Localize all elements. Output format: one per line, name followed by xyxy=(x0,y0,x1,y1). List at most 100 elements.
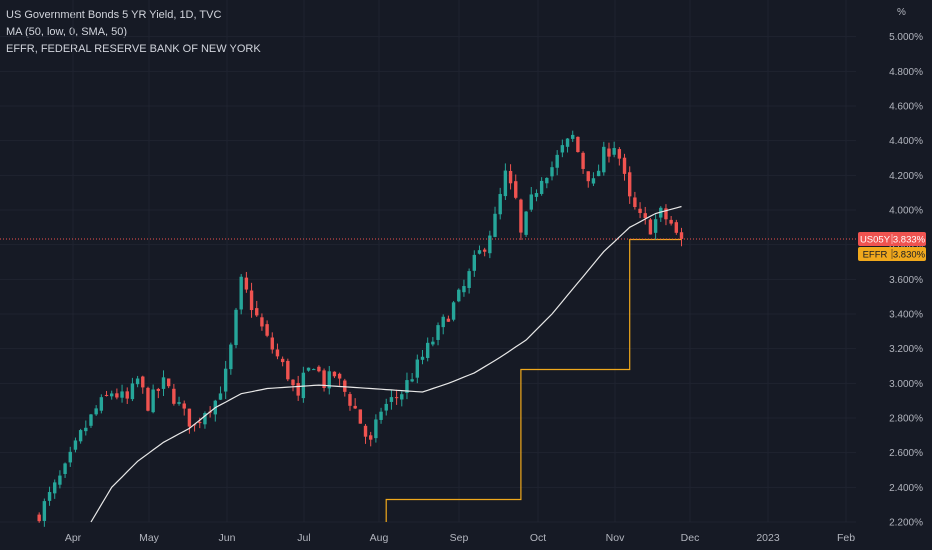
y-tick-label: 2.200% xyxy=(889,518,923,529)
candle-body xyxy=(317,366,321,372)
candle-body xyxy=(104,394,109,396)
candle-body xyxy=(607,148,611,157)
candle-body xyxy=(384,403,388,411)
effr-layer xyxy=(385,238,682,522)
candle-body xyxy=(353,405,357,409)
x-tick-label: Nov xyxy=(606,532,625,544)
price-tags: US05Y 3.833% EFFR 3.830% xyxy=(858,231,926,261)
candle-body xyxy=(177,402,181,404)
candle-body xyxy=(462,286,466,293)
candle-body xyxy=(643,213,647,219)
candle-body xyxy=(436,325,440,340)
candle-body xyxy=(115,393,119,398)
grid-layer xyxy=(0,0,856,523)
candle-body xyxy=(223,368,228,392)
candle-body xyxy=(586,171,590,182)
x-tick-label: May xyxy=(139,532,160,544)
price-tag-value: 3.833% xyxy=(893,234,926,245)
candle-body xyxy=(539,180,544,194)
candle-body xyxy=(265,324,269,336)
ma-line xyxy=(90,205,682,523)
x-tick-label: Oct xyxy=(530,532,546,544)
candle-body xyxy=(431,341,435,345)
candle-body xyxy=(151,389,155,413)
candle-body xyxy=(529,194,533,210)
candle-body xyxy=(244,277,249,290)
candle-body xyxy=(249,290,254,311)
candle-body xyxy=(389,397,394,402)
candle-body xyxy=(441,316,445,328)
candle-body xyxy=(327,371,331,389)
legend-effr[interactable]: EFFR, FEDERAL RESERVE BANK OF NEW YORK xyxy=(6,43,261,55)
candle-body xyxy=(84,427,88,432)
legend-ma[interactable]: MA (50, low, 0, SMA, 50) xyxy=(6,26,128,38)
candle-body xyxy=(369,435,373,440)
candle-body xyxy=(571,134,575,139)
candle-body xyxy=(312,369,316,371)
candle-body xyxy=(166,378,171,387)
price-tag-name: US05Y xyxy=(860,234,891,245)
candle-body xyxy=(301,372,306,399)
candle-body xyxy=(291,379,295,386)
candle-body xyxy=(498,194,502,215)
candle-body xyxy=(472,254,476,271)
candle-body xyxy=(596,170,601,177)
candle-body xyxy=(446,318,451,322)
candle-body xyxy=(628,172,632,197)
candle-body xyxy=(410,379,414,382)
candle-body xyxy=(565,138,570,147)
candle-body xyxy=(451,302,456,320)
candle-body xyxy=(550,167,554,177)
price-tag-value: 3.830% xyxy=(893,249,926,260)
y-axis[interactable]: % 5.000% 4.800% 4.600% 4.400% 4.200% 4.000% 3.8… xyxy=(889,7,923,529)
candle-body xyxy=(348,394,352,406)
candle-body xyxy=(374,419,378,439)
candle-body xyxy=(394,397,399,399)
candle-body xyxy=(664,208,668,220)
candle-body xyxy=(622,157,627,174)
candle-body xyxy=(99,397,104,411)
candle-body xyxy=(234,309,238,346)
candle-body xyxy=(379,411,383,420)
y-tick-label: 4.800% xyxy=(889,67,923,78)
candle-body xyxy=(425,342,430,358)
effr-line xyxy=(385,238,682,522)
candle-body xyxy=(591,178,596,184)
legend-title[interactable]: US Government Bonds 5 YR Yield, 1D, TVC xyxy=(6,9,222,21)
candle-body xyxy=(270,337,274,350)
candle-body xyxy=(358,409,363,424)
y-tick-label: 4.000% xyxy=(889,206,923,217)
candle-body xyxy=(581,152,585,169)
x-axis[interactable]: Apr May Jun Jul Aug Sep Oct Nov Dec 2023 Feb xyxy=(65,532,855,544)
candle-body xyxy=(363,425,368,437)
candle-body xyxy=(524,211,528,235)
y-tick-label: 2.800% xyxy=(889,414,923,425)
candle-body xyxy=(37,514,41,522)
candle-body xyxy=(534,193,539,197)
candle-body xyxy=(337,373,342,379)
candle-body xyxy=(78,430,83,442)
candle-body xyxy=(156,388,161,391)
y-tick-label: 3.200% xyxy=(889,344,923,355)
candle-body xyxy=(135,378,140,385)
candle-body xyxy=(633,197,637,208)
candle-body xyxy=(420,356,425,360)
candle-body xyxy=(306,367,311,371)
candle-body xyxy=(322,370,326,388)
candle-body xyxy=(415,359,420,378)
candle-body xyxy=(612,148,616,155)
ma-layer xyxy=(90,205,682,523)
candle-body xyxy=(457,289,461,302)
y-tick-label: 2.600% xyxy=(889,448,923,459)
candle-body xyxy=(146,387,150,411)
candle-body xyxy=(172,388,176,404)
candle-body xyxy=(669,219,673,224)
candle-body xyxy=(648,219,653,235)
candle-body xyxy=(488,235,492,254)
candle-body xyxy=(343,380,347,392)
y-tick-label: 5.000% xyxy=(889,32,923,43)
candle-body xyxy=(58,475,62,485)
candle-body xyxy=(42,501,47,521)
y-tick-label: 2.400% xyxy=(889,483,923,494)
